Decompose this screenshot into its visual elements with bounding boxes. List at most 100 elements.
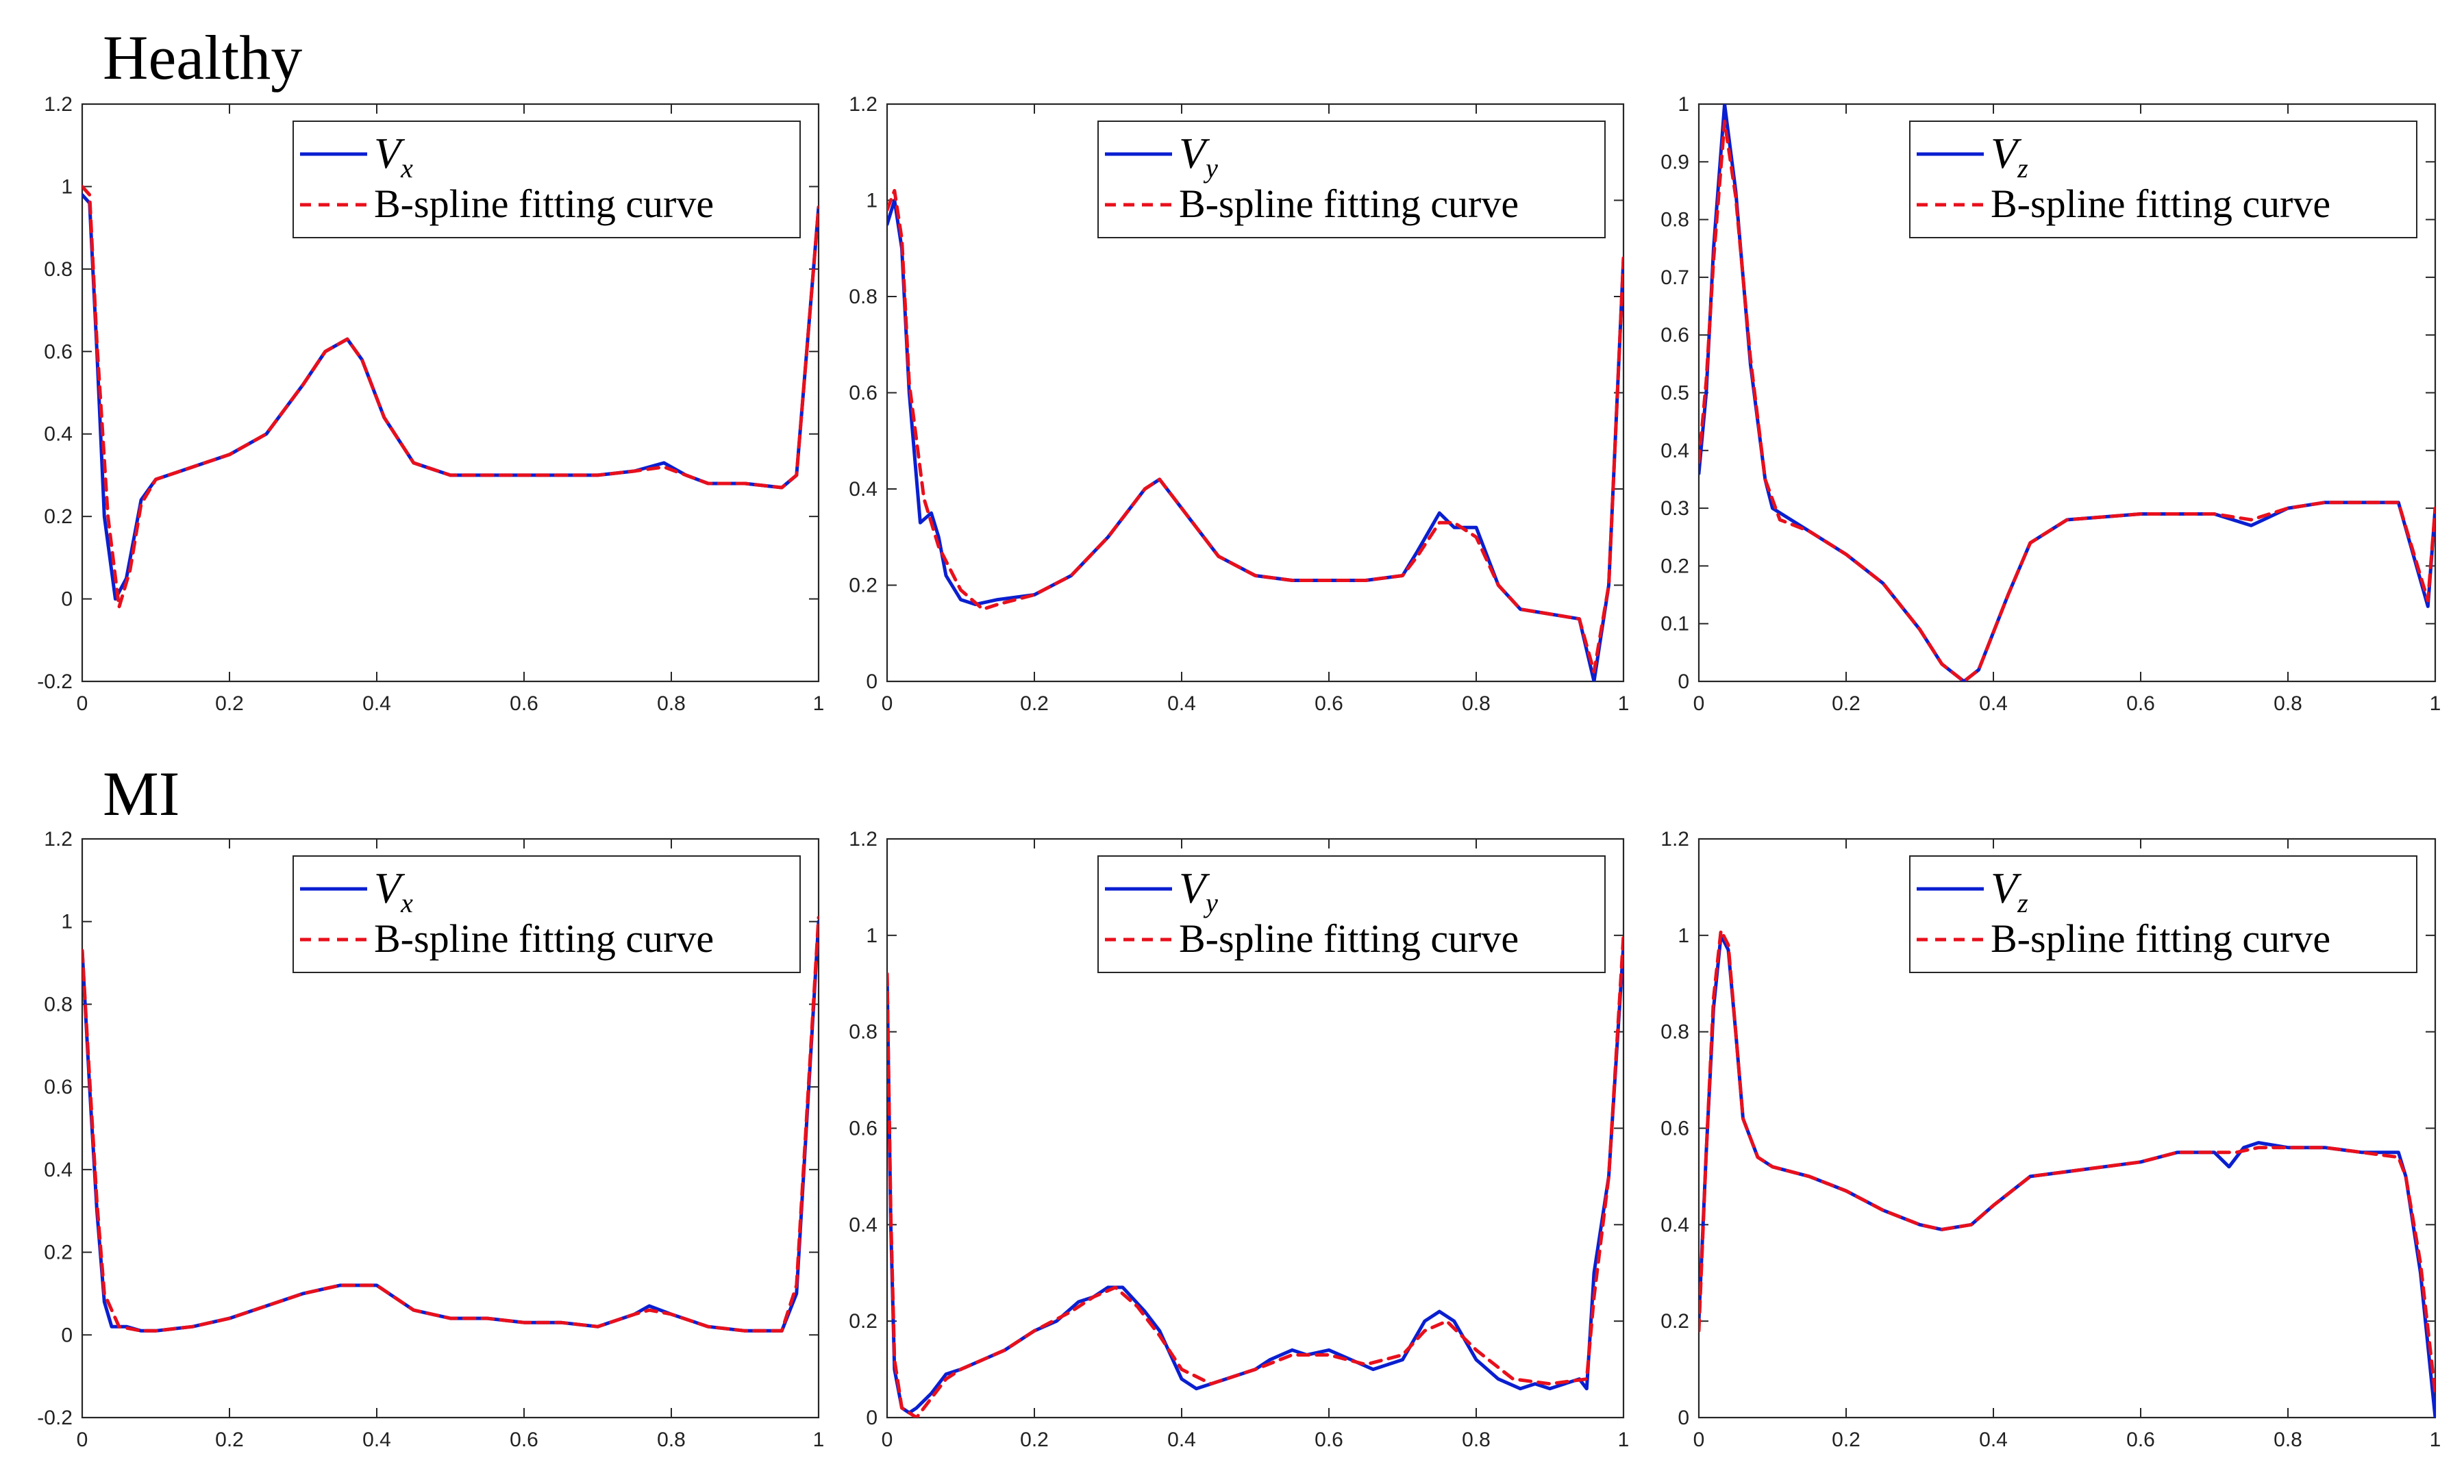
y-tick-label: 0.9 bbox=[1660, 151, 1689, 173]
legend-label-subscript: z bbox=[2017, 153, 2028, 184]
x-tick-label: 0 bbox=[77, 1429, 88, 1451]
legend-label-fit: B-spline fitting curve bbox=[374, 181, 714, 226]
legend-box bbox=[1909, 855, 2417, 973]
x-tick-label: 0.2 bbox=[1020, 692, 1049, 715]
y-tick-label: 0.5 bbox=[1660, 382, 1689, 405]
x-tick-label: 1 bbox=[1618, 1429, 1630, 1451]
y-tick-label: 0.2 bbox=[849, 575, 878, 597]
series-bspline-fit bbox=[82, 184, 819, 609]
x-tick-label: 0.4 bbox=[1167, 1429, 1196, 1451]
series-signal bbox=[887, 943, 1623, 1415]
x-tick-label: 0.8 bbox=[1462, 692, 1491, 715]
legend-label-fit: B-spline fitting curve bbox=[1991, 916, 2330, 961]
y-tick-label: 0.4 bbox=[44, 1159, 73, 1181]
y-tick-label: 1.2 bbox=[849, 93, 878, 116]
legend-label-fit: B-spline fitting curve bbox=[374, 916, 714, 961]
y-tick-label: 1.2 bbox=[849, 828, 878, 851]
x-tick-label: 0.4 bbox=[362, 1429, 391, 1451]
y-tick-label: 0.6 bbox=[44, 340, 73, 363]
x-tick-label: 0.8 bbox=[1462, 1429, 1491, 1451]
y-tick-label: 1.2 bbox=[44, 828, 73, 851]
legend-box bbox=[293, 855, 801, 973]
y-tick-label: 1 bbox=[866, 190, 878, 212]
y-tick-label: 1 bbox=[1678, 925, 1689, 947]
legend-label-fit: B-spline fitting curve bbox=[1179, 181, 1519, 226]
x-tick-label: 0.2 bbox=[215, 692, 244, 715]
legend-label-signal: Vx bbox=[374, 129, 413, 184]
x-tick-label: 1 bbox=[2430, 692, 2441, 715]
x-tick-label: 0.8 bbox=[657, 692, 686, 715]
y-tick-label: 0 bbox=[866, 670, 878, 693]
y-tick-label: 0.4 bbox=[849, 1213, 878, 1236]
x-tick-label: 0 bbox=[1693, 1429, 1705, 1451]
y-tick-label: -0.2 bbox=[37, 670, 73, 693]
y-tick-label: 1 bbox=[61, 175, 73, 198]
y-tick-label: 0.2 bbox=[849, 1310, 878, 1333]
y-tick-label: 0 bbox=[866, 1407, 878, 1429]
x-tick-label: 1 bbox=[813, 692, 825, 715]
legend-box bbox=[1097, 855, 1606, 973]
legend-label-fit: B-spline fitting curve bbox=[1179, 916, 1519, 961]
y-tick-label: 0.4 bbox=[1660, 440, 1689, 462]
x-tick-label: 1 bbox=[1618, 692, 1630, 715]
chart-mi-vy: 0 0.2 0.4 0.6 0.8 100.20.40.60.811.2VyB-splin… bbox=[849, 828, 1629, 1451]
y-tick-label: 0.2 bbox=[1660, 1310, 1689, 1333]
x-tick-label: 0.4 bbox=[1979, 1429, 2008, 1451]
y-tick-label: 0 bbox=[1678, 1407, 1689, 1429]
chart-mi-vz: 0 0.2 0.4 0.6 0.8 100.20.40.60.811.2VzB-splin… bbox=[1660, 828, 2441, 1451]
y-tick-label: 0.8 bbox=[1660, 209, 1689, 231]
y-tick-label: 0.8 bbox=[44, 258, 73, 281]
y-tick-label: 0.8 bbox=[1660, 1021, 1689, 1044]
x-tick-label: 0.2 bbox=[1832, 692, 1861, 715]
x-tick-label: 0 bbox=[77, 692, 88, 715]
y-tick-label: 1 bbox=[1678, 93, 1689, 116]
y-tick-label: 0.6 bbox=[1660, 324, 1689, 347]
x-tick-label: 0 bbox=[882, 1429, 893, 1451]
legend-label-subscript: x bbox=[400, 153, 413, 184]
x-tick-label: 0.4 bbox=[1979, 692, 2008, 715]
legend-label-subscript: z bbox=[2017, 888, 2028, 918]
y-tick-label: 0.1 bbox=[1660, 613, 1689, 636]
x-tick-label: 0.8 bbox=[2274, 692, 2302, 715]
chart-healthy-vz: 0 0.2 0.4 0.6 0.8 1 0 0.1 0.2 0.3 0.4 0.5 0.6 0.7 0.8 0… bbox=[1660, 93, 2441, 715]
x-tick-label: 0.2 bbox=[215, 1429, 244, 1451]
legend-label-subscript: y bbox=[1203, 888, 1218, 918]
chart-mi-vx: 0 0.2 0.4 0.6 0.8 1-0.200.20.40.60.811.2VxB-s… bbox=[37, 828, 824, 1451]
y-tick-label: 1 bbox=[61, 911, 73, 933]
legend-box bbox=[1097, 121, 1606, 238]
legend-label-subscript: y bbox=[1203, 153, 1218, 184]
series-bspline-fit bbox=[1699, 929, 2435, 1396]
y-tick-label: 0.8 bbox=[44, 993, 73, 1016]
x-tick-label: 0 bbox=[882, 692, 893, 715]
x-tick-label: 0.6 bbox=[2126, 1429, 2155, 1451]
y-tick-label: 0.4 bbox=[849, 478, 878, 501]
chart-healthy-vx: 0 0.2 0.4 0.6 0.8 1-0.200.20.40.60.811.2VxB-s… bbox=[37, 93, 824, 715]
x-tick-label: 0.6 bbox=[1315, 1429, 1343, 1451]
x-tick-label: 1 bbox=[2430, 1429, 2441, 1451]
chart-healthy-vy: 0 0.2 0.4 0.6 0.8 100.20.40.60.811.2VyB-splin… bbox=[849, 93, 1629, 715]
y-tick-label: 0.2 bbox=[44, 1242, 73, 1264]
y-tick-label: -0.2 bbox=[37, 1407, 73, 1429]
row-title-healthy: Healthy bbox=[103, 23, 302, 92]
y-tick-label: 0.3 bbox=[1660, 497, 1689, 520]
x-tick-label: 0 bbox=[1693, 692, 1705, 715]
x-tick-label: 0.2 bbox=[1020, 1429, 1049, 1451]
legend-label-subscript: x bbox=[400, 888, 413, 918]
y-tick-label: 0.8 bbox=[849, 1021, 878, 1044]
y-tick-label: 1 bbox=[866, 925, 878, 947]
x-tick-label: 0.2 bbox=[1832, 1429, 1861, 1451]
y-tick-label: 0.4 bbox=[44, 423, 73, 446]
y-tick-label: 1.2 bbox=[44, 93, 73, 116]
row-title-mi: MI bbox=[103, 759, 179, 829]
y-tick-label: 0.6 bbox=[849, 382, 878, 405]
y-tick-label: 0.6 bbox=[44, 1076, 73, 1098]
x-tick-label: 0.6 bbox=[2126, 692, 2155, 715]
y-tick-label: 0.2 bbox=[1660, 555, 1689, 577]
legend-label-fit: B-spline fitting curve bbox=[1991, 181, 2330, 226]
x-tick-label: 0.6 bbox=[510, 692, 538, 715]
series-bspline-fit bbox=[82, 916, 819, 1333]
y-tick-label: 0 bbox=[61, 1324, 73, 1346]
series-bspline-fit bbox=[887, 188, 1623, 674]
x-tick-label: 0.8 bbox=[657, 1429, 686, 1451]
y-tick-label: 0.8 bbox=[849, 286, 878, 308]
